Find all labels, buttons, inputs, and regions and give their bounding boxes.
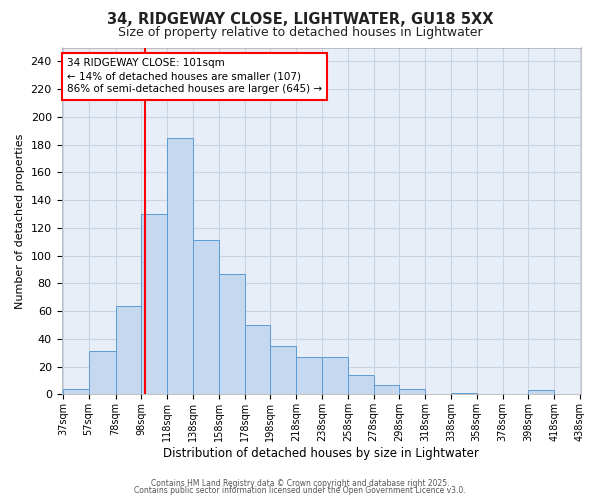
Bar bbox=[296, 357, 322, 395]
Bar bbox=[451, 393, 477, 394]
Bar bbox=[63, 389, 89, 394]
Bar bbox=[322, 357, 348, 395]
Bar bbox=[142, 214, 167, 394]
Bar bbox=[374, 384, 400, 394]
Bar bbox=[245, 325, 271, 394]
Bar bbox=[116, 306, 142, 394]
Bar bbox=[271, 346, 296, 395]
X-axis label: Distribution of detached houses by size in Lightwater: Distribution of detached houses by size … bbox=[163, 447, 479, 460]
Y-axis label: Number of detached properties: Number of detached properties bbox=[15, 134, 25, 308]
Text: 34 RIDGEWAY CLOSE: 101sqm
← 14% of detached houses are smaller (107)
86% of semi: 34 RIDGEWAY CLOSE: 101sqm ← 14% of detac… bbox=[67, 58, 322, 94]
Bar bbox=[348, 375, 374, 394]
Bar bbox=[167, 138, 193, 394]
Text: Size of property relative to detached houses in Lightwater: Size of property relative to detached ho… bbox=[118, 26, 482, 39]
Text: Contains public sector information licensed under the Open Government Licence v3: Contains public sector information licen… bbox=[134, 486, 466, 495]
Bar bbox=[89, 352, 116, 395]
Text: Contains HM Land Registry data © Crown copyright and database right 2025.: Contains HM Land Registry data © Crown c… bbox=[151, 478, 449, 488]
Bar bbox=[528, 390, 554, 394]
Bar bbox=[219, 274, 245, 394]
Bar bbox=[400, 389, 425, 394]
Bar bbox=[193, 240, 219, 394]
Text: 34, RIDGEWAY CLOSE, LIGHTWATER, GU18 5XX: 34, RIDGEWAY CLOSE, LIGHTWATER, GU18 5XX bbox=[107, 12, 493, 28]
